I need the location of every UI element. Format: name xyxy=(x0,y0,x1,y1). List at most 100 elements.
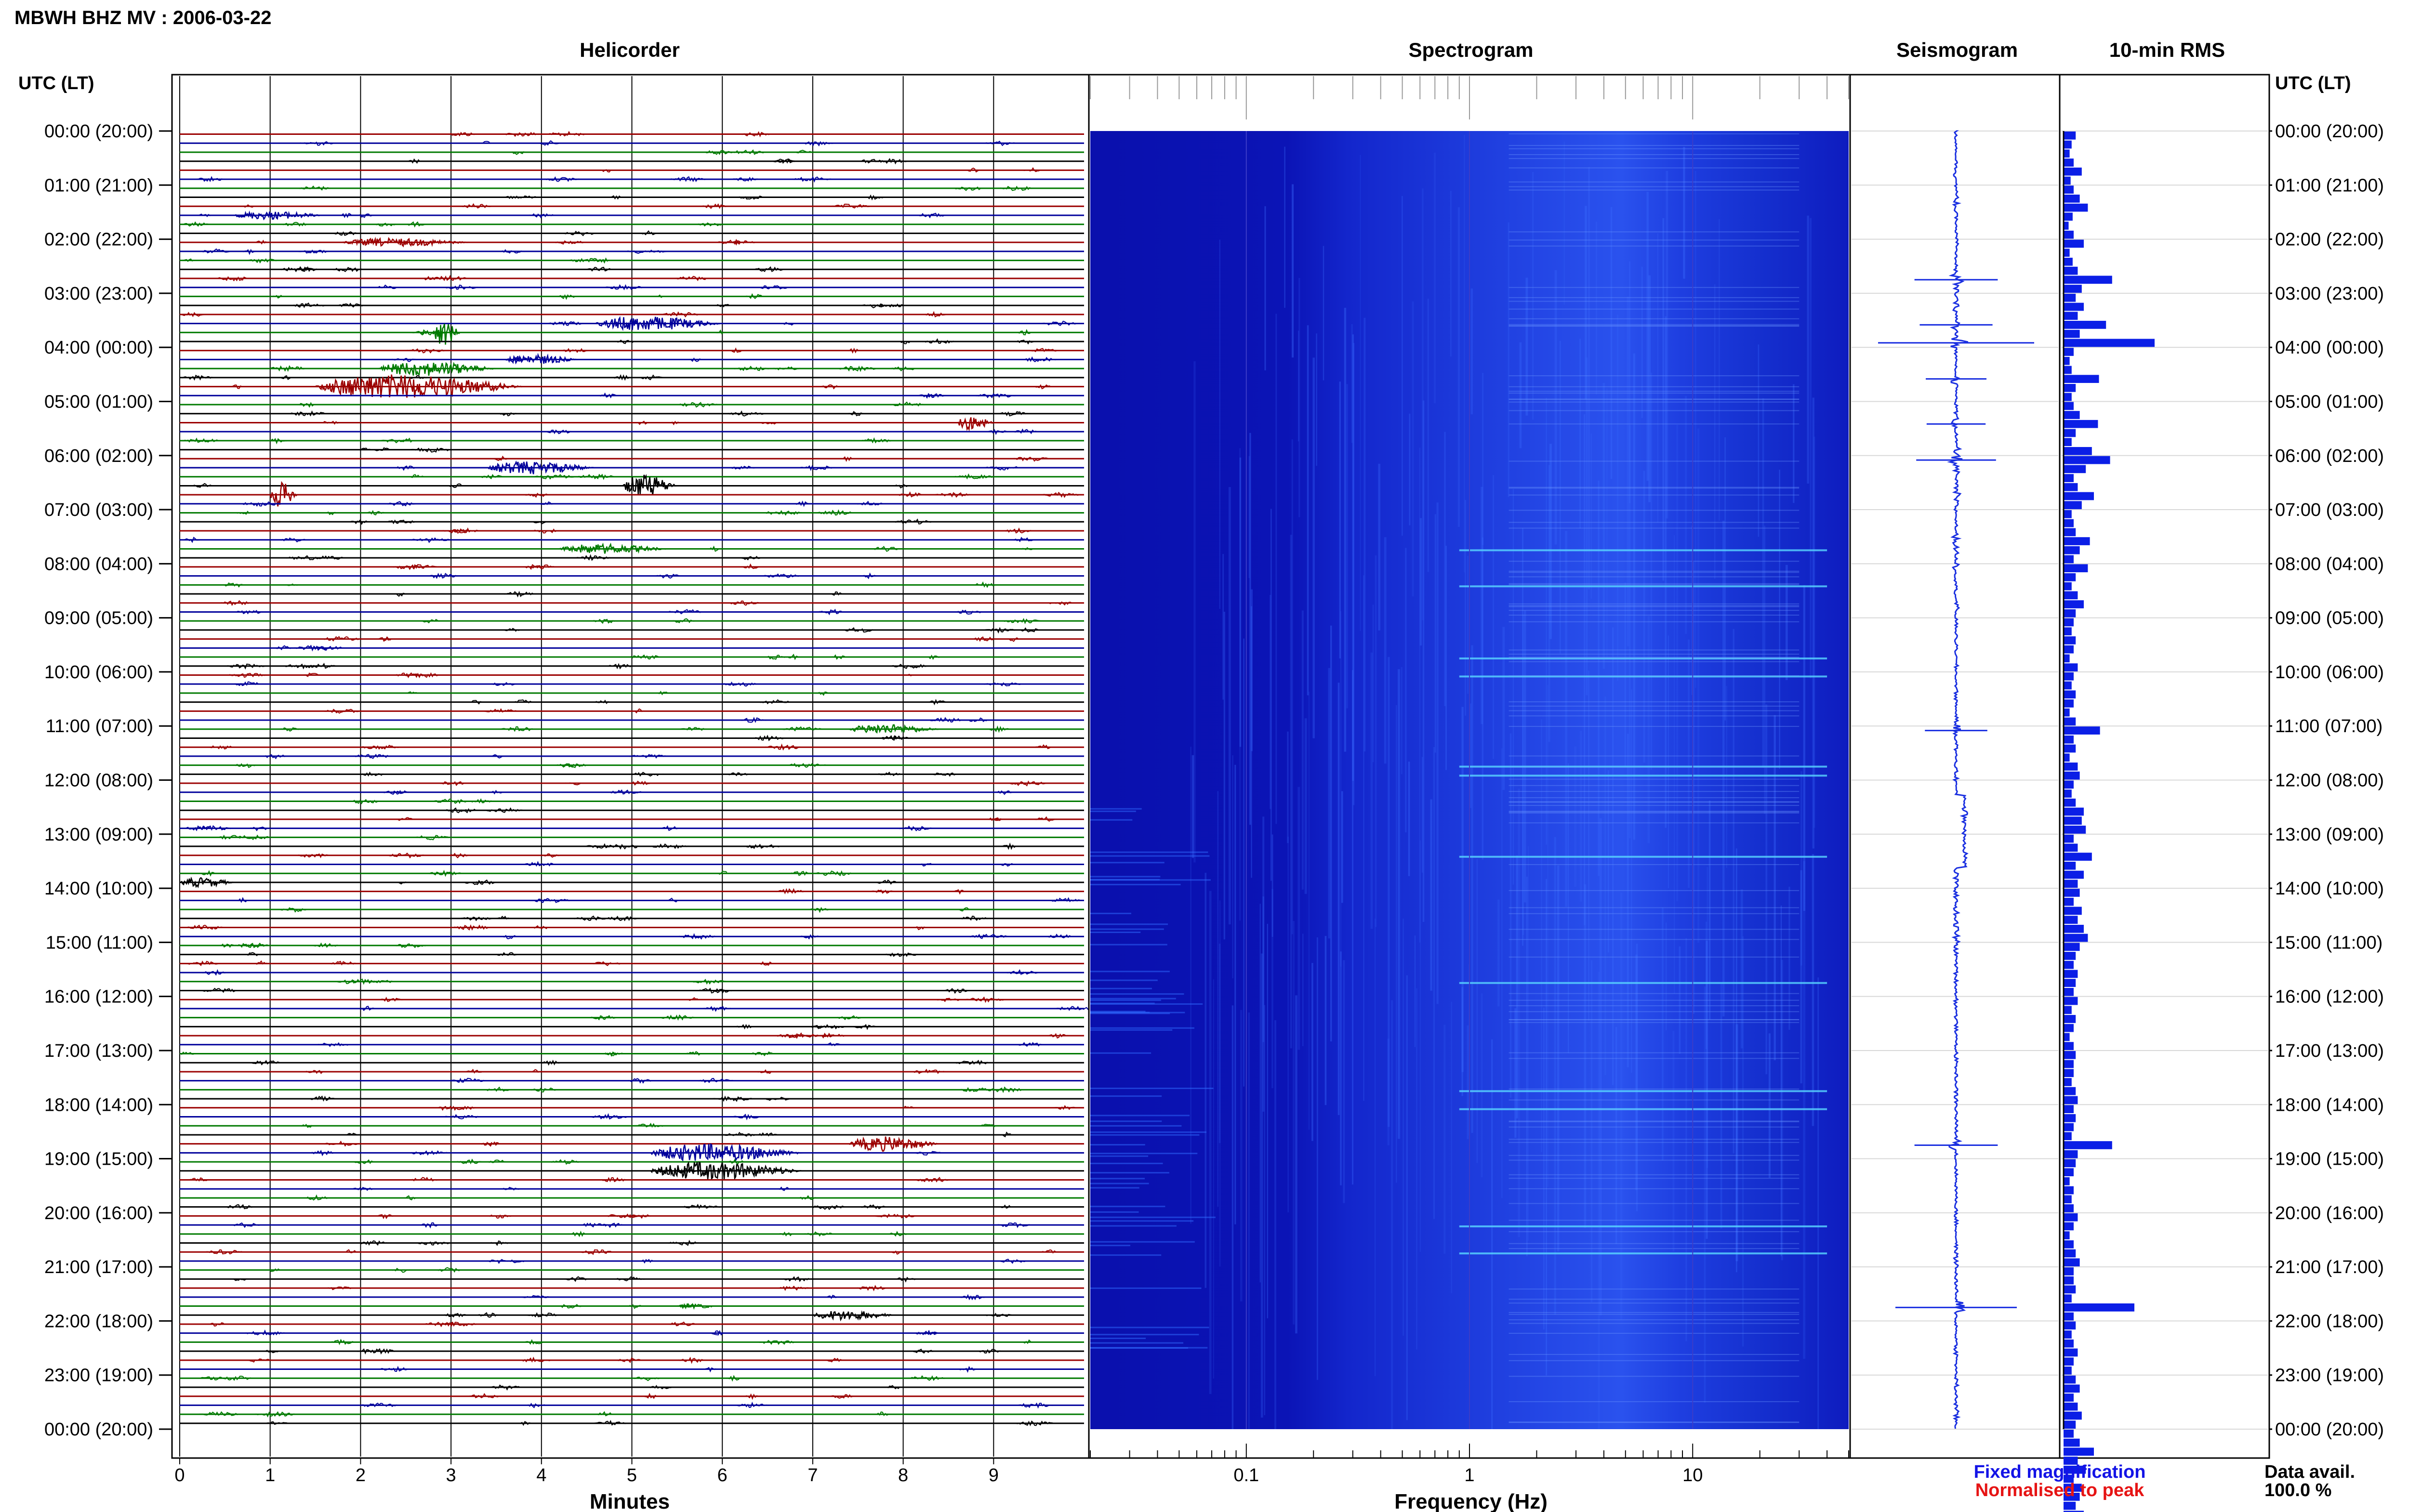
helicorder-wiggle xyxy=(358,1402,398,1407)
helicorder-wiggle xyxy=(485,1086,510,1092)
rms-title: 10-min RMS xyxy=(2109,39,2225,61)
spectrogram-streak xyxy=(1436,502,1439,1004)
spectrogram-lowfreq xyxy=(1090,1027,1194,1029)
rms-bar xyxy=(2064,167,2082,176)
helicorder-wiggle xyxy=(701,203,727,209)
spectrogram-line xyxy=(1509,791,1800,792)
spectrogram-streak xyxy=(1497,899,1500,1007)
spectrogram-line xyxy=(1509,1288,1800,1290)
rms-bar xyxy=(2064,519,2074,527)
helicorder-wiggle xyxy=(351,753,394,759)
spectrogram-streak xyxy=(1363,575,1364,1101)
rms-bar xyxy=(2064,960,2074,969)
time-tick-label: 15:00 (11:00) xyxy=(2275,933,2383,953)
spectrogram-streak xyxy=(1733,629,1734,1154)
helicorder-wiggle xyxy=(491,789,502,795)
helicorder-wiggle xyxy=(385,852,425,859)
helicorder-wiggle xyxy=(655,294,666,298)
rms-bar xyxy=(2064,924,2084,933)
spectrogram-streak xyxy=(1793,384,1795,503)
spectrogram-line xyxy=(1509,301,1800,302)
helicorder-wiggle xyxy=(597,916,639,921)
spectrogram-streak xyxy=(1297,787,1300,1050)
helicorder-wiggle xyxy=(871,303,908,308)
spectrogram-streak xyxy=(1443,1025,1446,1254)
helicorder-wiggle xyxy=(974,393,1017,398)
helicorder-wiggle xyxy=(336,979,357,984)
helicorder-wiggle xyxy=(220,600,251,606)
spectrogram-streak xyxy=(1615,1026,1617,1244)
spectrogram-streak xyxy=(1248,1012,1250,1429)
rms-bar xyxy=(2064,771,2080,780)
spectrogram-line xyxy=(1509,939,1800,940)
helicorder-wiggle xyxy=(888,1231,908,1237)
helicorder-wiggle xyxy=(246,952,259,957)
time-tick-label: 20:00 (16:00) xyxy=(44,1203,153,1223)
spectrogram-lowfreq xyxy=(1090,1206,1165,1208)
helicorder-wiggle xyxy=(816,691,828,696)
spectrogram-streak xyxy=(1464,135,1465,573)
spectrogram-streak xyxy=(1549,444,1552,639)
helicorder-wiggle xyxy=(883,952,919,957)
helicorder-wiggle xyxy=(470,700,482,705)
spectrogram-streak xyxy=(1585,206,1587,400)
helicorder-wiggle xyxy=(243,204,254,208)
spectrogram-line xyxy=(1509,649,1800,651)
helicorder-wiggle xyxy=(376,284,397,289)
spectrogram-streak xyxy=(1641,266,1643,418)
helicorder-wiggle xyxy=(860,437,892,444)
spectrogram-line xyxy=(1509,956,1800,958)
helicorder-wiggle xyxy=(569,258,608,263)
spectrogram-lowfreq xyxy=(1090,1012,1185,1013)
spectrogram-streak xyxy=(1800,870,1802,1084)
time-tick-label: 05:00 (01:00) xyxy=(44,392,153,412)
spectrogram-streak xyxy=(1287,836,1289,1212)
spectrogram-streak xyxy=(1697,428,1700,943)
spectrogram-streak xyxy=(1643,471,1645,763)
helicorder-event xyxy=(848,1136,939,1152)
time-tick-label: 01:00 (21:00) xyxy=(44,175,153,196)
helicorder-wiggle xyxy=(226,663,266,670)
helicorder-wiggle xyxy=(666,609,705,615)
rms-bar xyxy=(2064,708,2070,717)
rms-bar xyxy=(2064,1231,2070,1239)
spectrogram-streak xyxy=(1240,1010,1243,1302)
helicorder-wiggle xyxy=(959,915,989,921)
rms-bar xyxy=(2064,663,2078,671)
helicorder-wiggle xyxy=(1015,1042,1043,1047)
helicorder-wiggle xyxy=(501,934,516,939)
helicorder-wiggle xyxy=(1002,1131,1011,1138)
helicorder-event xyxy=(269,481,298,507)
helicorder-wiggle xyxy=(494,455,507,461)
spectrogram-streak xyxy=(1388,657,1390,1127)
rms-bar xyxy=(2064,1141,2112,1149)
spectrogram-lowfreq xyxy=(1090,944,1167,946)
spectrogram-streak xyxy=(1248,456,1250,579)
helicorder-wiggle xyxy=(525,1403,546,1408)
spectrogram-lowfreq xyxy=(1090,851,1208,853)
spectrogram-streak xyxy=(1607,770,1609,953)
spectrogram-streak xyxy=(1311,963,1313,1141)
helicorder-wiggle xyxy=(183,825,213,831)
rms-bar xyxy=(2064,230,2074,239)
helicorder-wiggle xyxy=(959,1294,986,1301)
helicorder-traces xyxy=(179,131,1093,1426)
helicorder-wiggle xyxy=(1048,897,1082,903)
helicorder-wiggle xyxy=(1000,863,1014,867)
spectrogram-streak xyxy=(1627,734,1629,1067)
minutes-tick-label: 0 xyxy=(174,1465,185,1486)
spectrogram-streak xyxy=(1788,886,1790,1030)
helicorder-wiggle xyxy=(601,1052,625,1056)
helicorder-wiggle xyxy=(428,275,469,281)
helicorder-wiggle xyxy=(367,510,386,516)
time-axis-label-left: UTC (LT) xyxy=(18,73,94,93)
helicorder-wiggle xyxy=(416,1241,451,1246)
helicorder-wiggle xyxy=(831,203,871,209)
helicorder-wiggle xyxy=(303,1194,329,1201)
spectrogram-line xyxy=(1509,158,1800,159)
spectrogram-lowfreq xyxy=(1090,808,1142,810)
rms-bar xyxy=(2064,645,2074,654)
rms-bar xyxy=(2064,987,2074,996)
time-tick-label: 16:00 (12:00) xyxy=(44,987,153,1007)
rms-bar xyxy=(2064,1168,2074,1176)
